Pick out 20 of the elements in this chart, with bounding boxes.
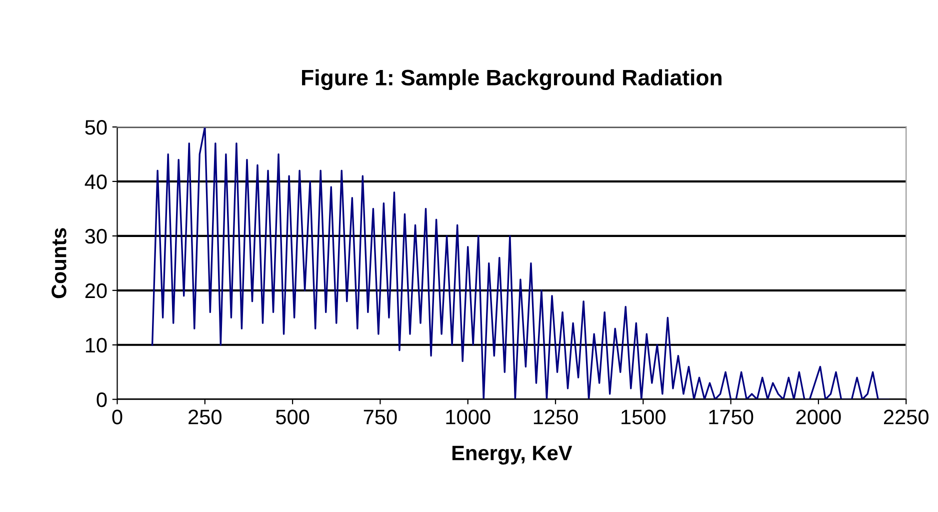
y-tick-label: 40 (84, 174, 107, 190)
x-tick-label: 500 (276, 410, 310, 424)
x-tick-label: 1750 (709, 410, 754, 424)
x-tick-label: 250 (188, 410, 222, 424)
y-tick-label: 50 (85, 120, 107, 135)
y-tick-label: 0 (96, 392, 107, 408)
line-series (151, 126, 890, 400)
x-tick-label: 2000 (796, 410, 841, 424)
y-tick-label: 30 (85, 228, 107, 244)
chart-title: Figure 1: Sample Background Radiation (302, 69, 722, 90)
x-tick-label: 750 (364, 410, 397, 424)
x-tick-label: 1250 (534, 410, 578, 424)
y-axis-title: Counts (52, 228, 66, 298)
x-tick-label: 1500 (622, 410, 666, 424)
x-tick-label: 0 (112, 410, 122, 424)
x-tick-label: 1000 (446, 410, 490, 424)
y-tick-label: 10 (86, 338, 107, 353)
y-tick-label: 20 (85, 283, 107, 298)
x-axis-title: Energy, KeV (452, 446, 572, 465)
x-tick-label: 2250 (884, 410, 928, 424)
